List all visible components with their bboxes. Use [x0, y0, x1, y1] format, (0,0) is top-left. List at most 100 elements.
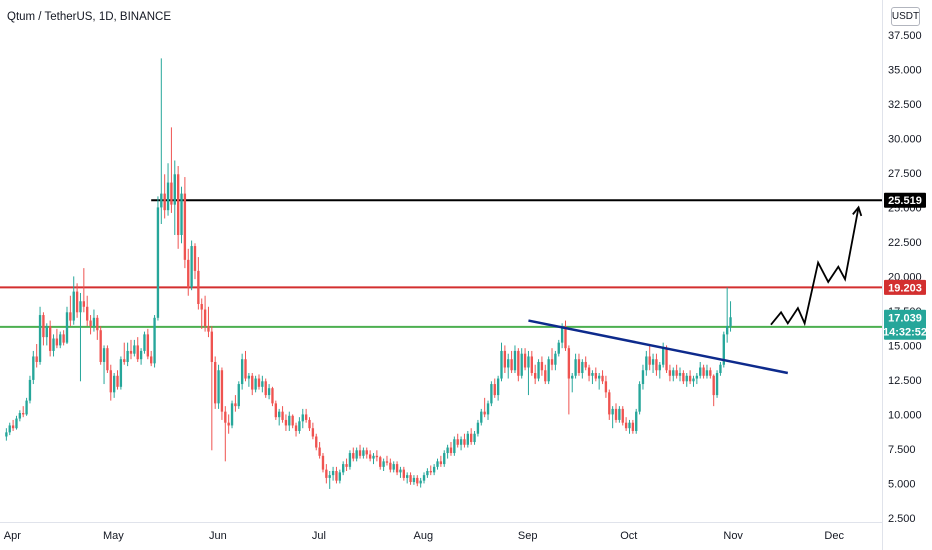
- candle-body: [513, 350, 517, 371]
- candle-body: [554, 353, 557, 365]
- candle-body: [244, 359, 247, 379]
- candle-body: [699, 367, 702, 376]
- candle-body: [82, 301, 86, 307]
- candle-body: [651, 359, 655, 365]
- candle-body: [601, 375, 604, 382]
- time-tick-label: May: [103, 530, 124, 542]
- candle-body: [294, 425, 298, 431]
- candle-body: [298, 421, 301, 431]
- candle-body: [160, 193, 163, 208]
- candle-body: [618, 408, 621, 420]
- candle-body: [75, 291, 79, 313]
- candle-body: [446, 447, 449, 454]
- candle-body: [99, 330, 102, 362]
- candle-body: [193, 246, 197, 271]
- candle-body: [483, 411, 486, 415]
- candle-body: [274, 403, 278, 418]
- candle-body: [331, 470, 335, 476]
- candle-body: [547, 359, 550, 382]
- candle-body: [52, 338, 55, 351]
- candle-body: [92, 317, 96, 327]
- candle-body: [59, 334, 62, 346]
- candle-body: [308, 419, 311, 429]
- candle-body: [459, 439, 463, 445]
- candle-body: [389, 462, 392, 470]
- candle-body: [473, 433, 476, 443]
- candle-body: [449, 447, 453, 454]
- candle-body: [527, 356, 530, 368]
- currency-selector-button[interactable]: USDT: [891, 7, 920, 26]
- price-tick-label: 37.500: [888, 30, 922, 42]
- price-tick-label: 27.500: [888, 168, 922, 180]
- candle-body: [426, 470, 429, 476]
- candle-body: [257, 378, 261, 387]
- candle-body: [638, 384, 641, 412]
- price-tick-label: 32.500: [888, 99, 922, 111]
- candle-body: [352, 453, 355, 459]
- candle-body: [338, 472, 342, 481]
- price-tick-label: 5.000: [888, 478, 916, 490]
- candle-body: [507, 359, 510, 368]
- candle-body: [315, 436, 318, 448]
- candle-body: [379, 457, 382, 467]
- candle-body: [230, 403, 234, 426]
- candle-body: [86, 306, 89, 321]
- candle-body: [453, 439, 456, 454]
- candle-body: [139, 350, 143, 360]
- level-tag-0-label: 25.519: [888, 195, 922, 207]
- candle-body: [72, 291, 75, 321]
- candle-body: [631, 422, 635, 431]
- candle-body: [284, 419, 288, 426]
- candle-body: [692, 378, 695, 382]
- candle-body: [48, 326, 52, 351]
- candles: [5, 58, 732, 489]
- candle-body: [523, 353, 527, 368]
- candle-body: [675, 370, 678, 376]
- candle-body: [278, 411, 281, 418]
- candle-body: [382, 461, 385, 467]
- price-axis[interactable]: 2.5005.0007.50010.00012.50015.00017.5002…: [882, 0, 922, 550]
- candle-body: [712, 375, 715, 396]
- candle-body: [5, 432, 8, 437]
- horizontal-levels: [0, 199, 882, 328]
- candle-body: [537, 361, 540, 379]
- candle-body: [197, 270, 200, 305]
- time-axis[interactable]: Apr May Jun Jul Aug Sep Oct Nov Dec: [0, 522, 882, 543]
- candle-body: [42, 315, 45, 338]
- candle-body: [594, 373, 597, 379]
- candle-body: [715, 373, 719, 396]
- projection-arrow-head: [852, 205, 863, 217]
- candle-body: [443, 453, 446, 465]
- candle-body: [672, 370, 675, 376]
- candle-body: [156, 207, 160, 318]
- candle-body: [574, 359, 577, 376]
- candle-body: [635, 411, 638, 431]
- price-tick-label: 2.500: [888, 513, 916, 525]
- candle-body: [641, 370, 645, 385]
- price-tick-label: 12.500: [888, 375, 922, 387]
- candle-body: [490, 384, 493, 404]
- candle-body: [220, 370, 224, 412]
- time-tick-label: Sep: [518, 530, 538, 542]
- candle-body: [409, 475, 412, 483]
- candle-body: [200, 304, 203, 310]
- candle-body: [116, 375, 119, 387]
- candle-body: [362, 450, 365, 456]
- level-tag-0-bg: [884, 192, 926, 208]
- candle-body: [237, 384, 240, 407]
- candle-body: [15, 418, 18, 429]
- candle-body: [203, 309, 207, 327]
- candle-body: [665, 348, 668, 371]
- candle-body: [729, 317, 732, 327]
- candle-body: [365, 450, 368, 455]
- candle-body: [123, 359, 126, 362]
- candle-body: [163, 193, 166, 211]
- candle-body: [187, 259, 190, 288]
- level-tag-1-label: 19.203: [888, 282, 922, 294]
- price-tick-label: 30.000: [888, 133, 922, 145]
- candle-body: [146, 334, 150, 357]
- candle-body: [719, 364, 722, 374]
- candle-body: [725, 326, 729, 335]
